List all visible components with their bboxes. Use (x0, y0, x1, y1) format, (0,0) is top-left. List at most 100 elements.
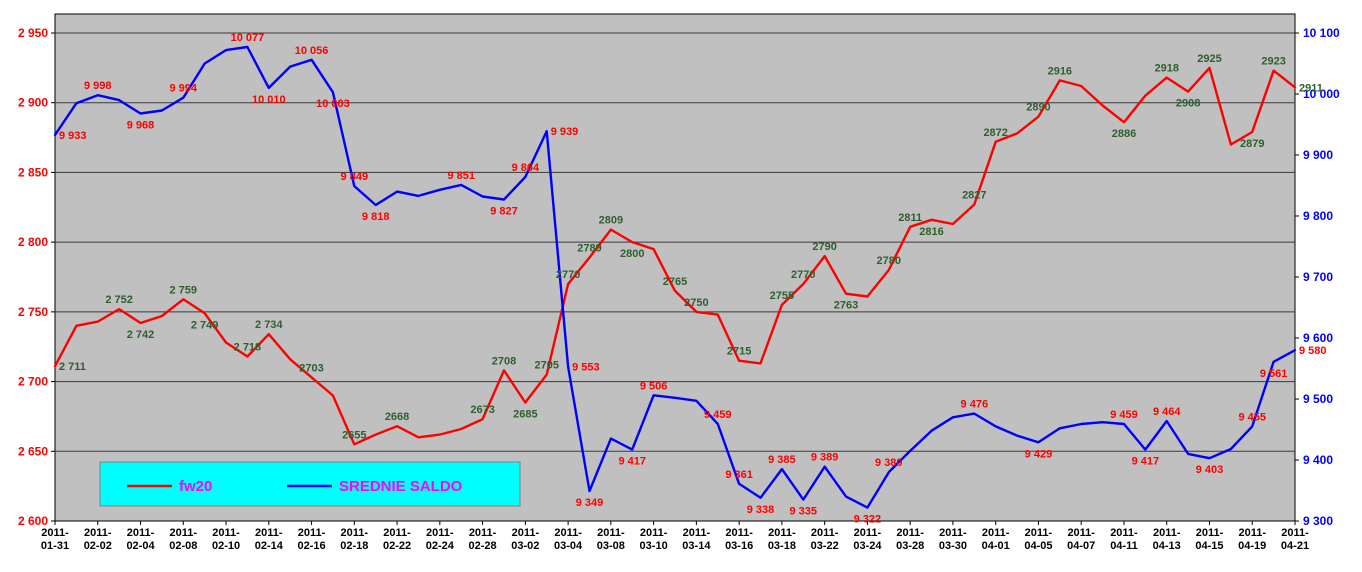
data-label: 2911 (1299, 82, 1323, 94)
x-axis-tick-label: 2011-04-05 (1024, 527, 1052, 552)
data-label: 2890 (1026, 102, 1050, 114)
right-axis-tick-label: 9 300 (1303, 514, 1333, 528)
legend-label: SREDNIE SALDO (339, 478, 463, 495)
data-label: 9 349 (576, 497, 604, 509)
data-label: 9 827 (490, 206, 518, 218)
fw20-line (53, 66, 1297, 446)
data-label: 9 580 (1299, 345, 1327, 357)
x-axis-tick-label: 2011-01-31 (41, 527, 69, 552)
data-label: 2809 (599, 215, 623, 227)
data-label: 2655 (342, 429, 366, 441)
left-axis-tick-label: 2 850 (18, 165, 48, 179)
x-axis-tick-label: 2011-04-13 (1153, 527, 1181, 552)
legend-label: fw20 (179, 478, 212, 495)
x-axis-tick-label: 2011-04-21 (1281, 527, 1309, 552)
x-axis-tick-label: 2011-04-11 (1110, 527, 1138, 552)
x-axis-tick-label: 2011-04-15 (1195, 527, 1223, 552)
data-label: 9 417 (1132, 456, 1160, 468)
data-label: 9 459 (704, 409, 732, 421)
x-axis-tick-label: 2011-03-08 (597, 527, 625, 552)
data-label: 2872 (983, 127, 1007, 139)
gridlines (55, 32, 1295, 452)
right-axis-tick-label: 9 500 (1303, 392, 1333, 406)
data-label: 2 749 (191, 319, 219, 331)
x-axis-tick-label: 2011-03-28 (896, 527, 924, 552)
data-label: 2763 (834, 300, 858, 312)
x-axis-tick-label: 2011-02-18 (340, 527, 368, 552)
data-label: 9 429 (1025, 448, 1053, 460)
left-axis-tick-label: 2 800 (18, 235, 48, 249)
x-axis-tick-label: 2011-03-02 (511, 527, 539, 552)
data-label: 2800 (620, 248, 644, 260)
data-label: 9 361 (725, 469, 753, 481)
data-label: 9 476 (961, 399, 989, 411)
x-axis-tick-label: 2011-02-08 (169, 527, 197, 552)
left-axis-tick-label: 2 750 (18, 305, 48, 319)
data-label: 2703 (299, 362, 323, 374)
data-label: 2 742 (127, 329, 155, 341)
data-label: 9 933 (59, 130, 87, 142)
data-label: 2811 (898, 212, 922, 224)
data-label: 9 389 (811, 452, 839, 464)
left-axis-tick-label: 2 650 (18, 444, 48, 458)
srednie-saldo-data-labels: 9 933 9 998 9 968 9 994 10 077 10 010 10 056 10… (59, 32, 1327, 526)
data-label: 2923 (1261, 56, 1285, 68)
data-label: 2685 (513, 408, 537, 420)
data-label: 2715 (727, 346, 751, 358)
data-label: 9 939 (551, 126, 579, 138)
plot-area (54, 13, 1296, 522)
data-label: 2 711 (59, 361, 86, 373)
legend-box (99, 461, 521, 507)
data-label: 2780 (877, 255, 901, 267)
data-label: 9 464 (1153, 406, 1181, 418)
data-label: 9 818 (362, 211, 390, 223)
data-label: 9 968 (127, 120, 155, 132)
data-label: 2750 (684, 297, 708, 309)
x-axis-tick-label: 2011-02-28 (469, 527, 497, 552)
x-axis-tick-label: 2011-04-01 (982, 527, 1010, 552)
data-label: 9 506 (640, 380, 668, 392)
data-label: 9 455 (1238, 411, 1266, 423)
x-axis-tick-label: 2011-02-24 (426, 527, 455, 552)
data-label: 9 380 (875, 457, 903, 469)
x-axis-tick-label: 2011-03-30 (939, 527, 967, 552)
data-label: 2827 (962, 189, 986, 201)
data-label: 10 077 (231, 32, 265, 44)
data-label: 2789 (577, 242, 601, 254)
right-axis-tick-label: 9 800 (1303, 209, 1333, 223)
data-label: 2 734 (255, 319, 283, 331)
data-label: 2765 (663, 276, 687, 288)
x-axis-tick-label: 2011-02-16 (297, 527, 325, 552)
data-label: 2 752 (105, 294, 133, 306)
right-axis-tick-label: 10 000 (1303, 87, 1340, 101)
legend: fw20 SREDNIE SALDO (99, 461, 521, 507)
data-label: 2708 (492, 355, 516, 367)
left-axis-tick-label: 2 900 (18, 96, 48, 110)
left-axis-tick-label: 2 700 (18, 375, 48, 389)
right-axis-tick-label: 9 900 (1303, 148, 1333, 162)
right-axis-tick-label: 9 600 (1303, 331, 1333, 345)
data-label: 2755 (770, 290, 794, 302)
data-label: 9 459 (1110, 409, 1138, 421)
x-axis-tick-label: 2011-03-04 (554, 527, 583, 552)
data-label: 2925 (1197, 53, 1221, 65)
data-label: 2918 (1154, 63, 1178, 75)
data-label: 9 338 (747, 504, 775, 516)
data-label: 2770 (556, 269, 580, 281)
x-axis-tick-label: 2011-02-10 (212, 527, 240, 552)
x-axis-tick-label: 2011-03-16 (725, 527, 753, 552)
right-axis-tick-label: 9 400 (1303, 453, 1333, 467)
right-axis-tick-label: 10 100 (1303, 26, 1340, 40)
x-axis-tick-label: 2011-02-14 (255, 527, 284, 552)
data-label: 2 718 (234, 341, 262, 353)
data-label: 9 849 (341, 171, 369, 183)
srednie-saldo-line (53, 45, 1297, 509)
x-axis-tick-label: 2011-02-02 (84, 527, 112, 552)
data-label: 9 553 (572, 362, 600, 374)
data-label: 2 759 (170, 284, 198, 296)
fw20-data-labels: 2 711 2 752 2 742 2 759 2 749 2 718 2 734 2703 2… (59, 53, 1323, 441)
data-label: 2879 (1240, 138, 1264, 150)
data-label: 2673 (470, 404, 494, 416)
